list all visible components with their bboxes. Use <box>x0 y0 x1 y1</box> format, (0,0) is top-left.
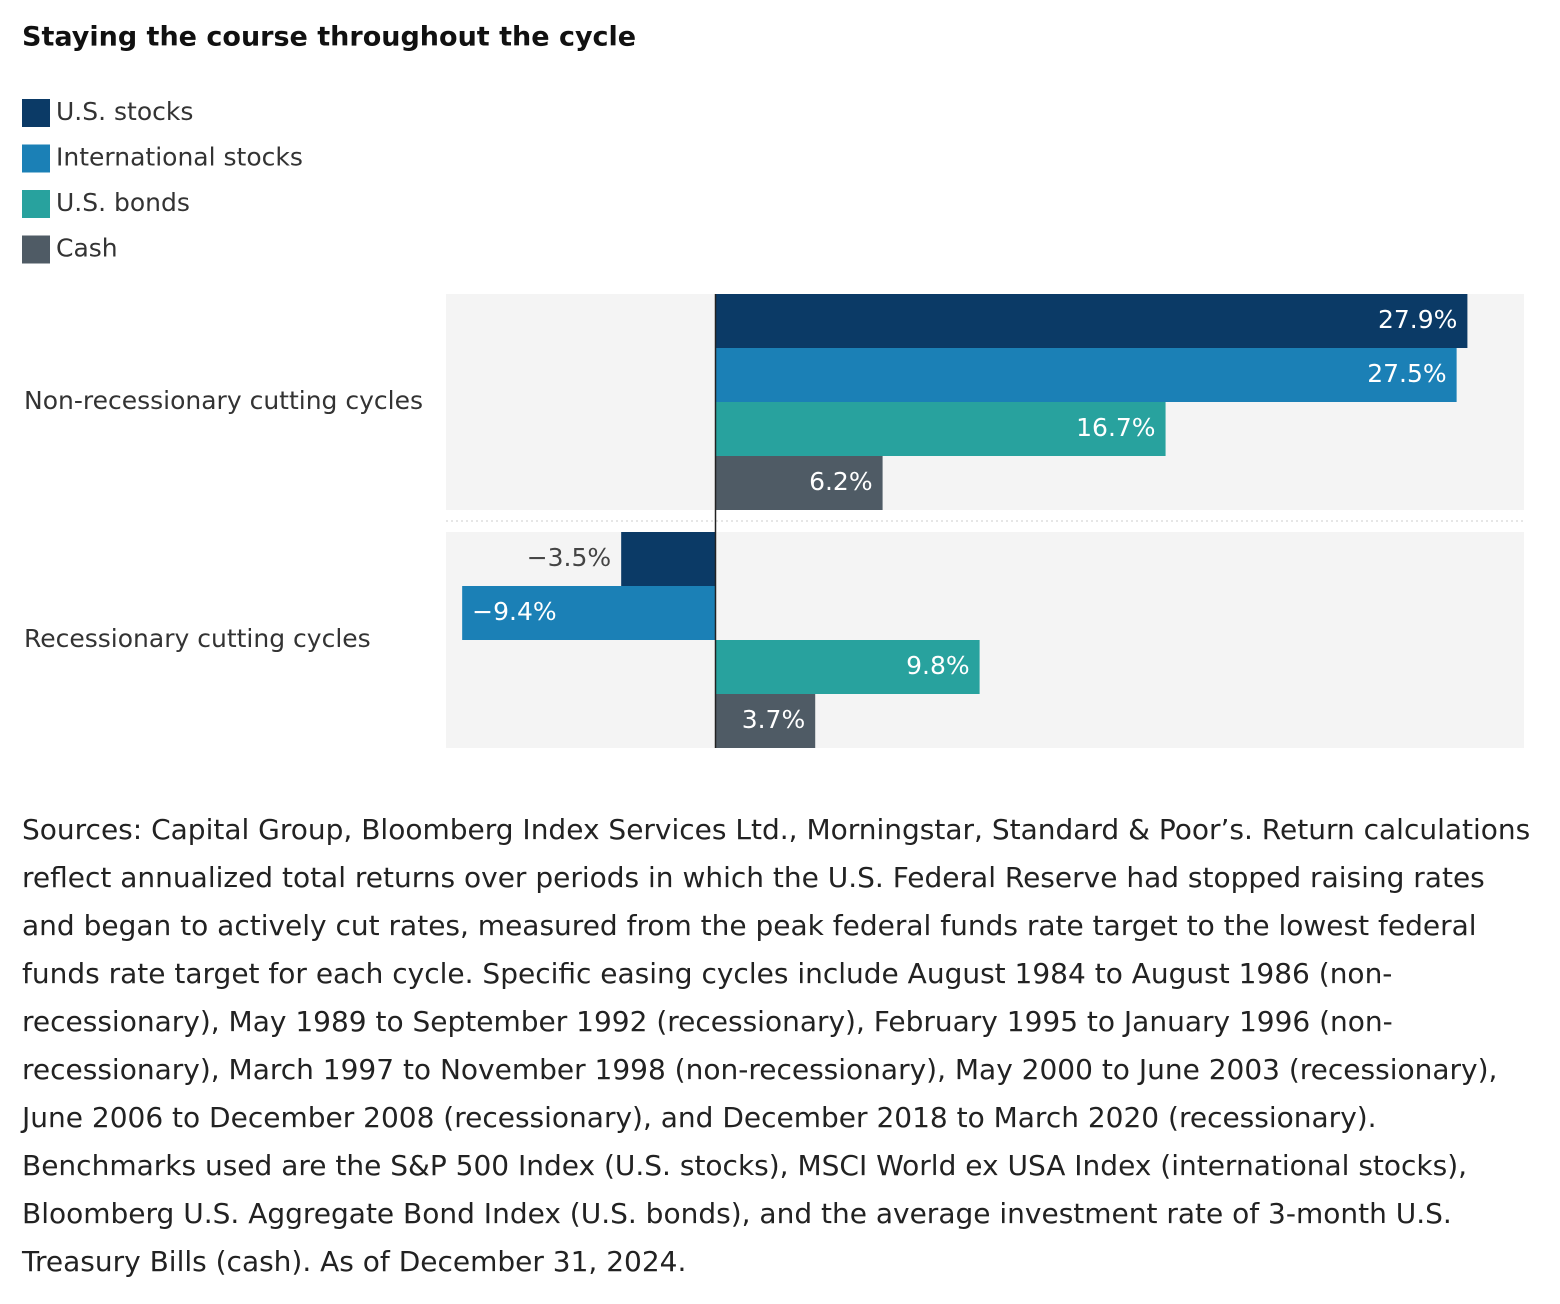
bar <box>715 402 1166 456</box>
value-label: 3.7% <box>742 705 806 734</box>
value-label: 9.8% <box>906 651 970 680</box>
chart: Staying the course throughout the cycle … <box>22 22 1524 748</box>
bar <box>715 456 883 510</box>
legend-label: U.S. stocks <box>56 97 193 126</box>
legend-swatch <box>22 144 50 173</box>
bar <box>462 586 716 640</box>
value-label: −9.4% <box>472 597 556 626</box>
legend-swatch <box>22 235 50 264</box>
value-label: 27.5% <box>1367 359 1446 388</box>
legend-swatch <box>22 99 50 127</box>
value-label: 27.9% <box>1378 305 1457 334</box>
category-label: Recessionary cutting cycles <box>24 624 371 653</box>
bar <box>715 294 1468 348</box>
category-label: Non-recessionary cutting cycles <box>24 386 423 415</box>
value-label: −3.5% <box>527 543 611 572</box>
legend-label: International stocks <box>56 143 303 172</box>
bar <box>715 348 1457 402</box>
bar <box>715 640 980 694</box>
legend-label: U.S. bonds <box>56 188 190 217</box>
value-label: 16.7% <box>1076 413 1155 442</box>
chart-title: Staying the course throughout the cycle <box>22 22 636 53</box>
bar <box>715 694 816 748</box>
legend-label: Cash <box>56 234 118 263</box>
legend-swatch <box>22 190 50 218</box>
bar <box>621 532 716 586</box>
source-note: Sources: Capital Group, Bloomberg Index … <box>22 813 1531 1278</box>
value-label: 6.2% <box>809 467 873 496</box>
